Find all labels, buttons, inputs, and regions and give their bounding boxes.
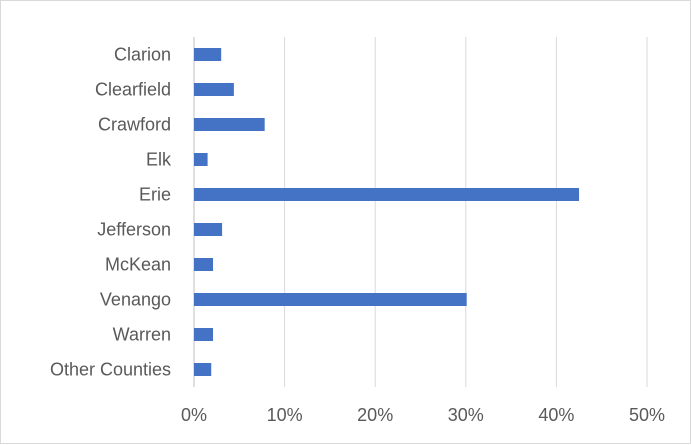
bar-elk xyxy=(194,153,208,166)
bar-warren xyxy=(194,328,214,341)
category-label: Erie xyxy=(139,185,171,205)
category-label: Clarion xyxy=(114,45,171,65)
x-tick-label: 10% xyxy=(267,405,303,425)
category-label: Other Counties xyxy=(50,360,171,380)
category-label: Elk xyxy=(146,150,172,170)
category-label: Jefferson xyxy=(97,220,171,240)
bar-clarion xyxy=(194,48,222,61)
x-tick-label: 50% xyxy=(629,405,665,425)
bar-venango xyxy=(194,293,467,306)
category-label: McKean xyxy=(105,255,171,275)
bar-erie xyxy=(194,188,580,201)
bar-other-counties xyxy=(194,363,212,376)
bar-mckean xyxy=(194,258,214,271)
x-tick-label: 30% xyxy=(448,405,484,425)
bars xyxy=(194,48,580,376)
category-labels: Clarion Clearfield Crawford Elk Erie Jefferso… xyxy=(50,45,172,380)
bar-clearfield xyxy=(194,83,234,96)
category-label: Clearfield xyxy=(95,80,171,100)
bar-crawford xyxy=(194,118,265,131)
x-tick-label: 40% xyxy=(538,405,574,425)
category-label: Warren xyxy=(113,325,171,345)
x-tick-label: 0% xyxy=(181,405,207,425)
x-axis-tick-labels: 0% 10% 20% 30% 40% 50% xyxy=(181,405,665,425)
category-label: Crawford xyxy=(98,115,171,135)
x-tick-label: 20% xyxy=(357,405,393,425)
category-label: Venango xyxy=(100,290,171,310)
bar-jefferson xyxy=(194,223,223,236)
gridlines xyxy=(193,37,648,387)
